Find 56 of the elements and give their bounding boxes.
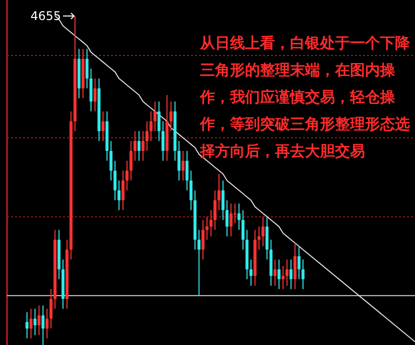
candlestick — [294, 242, 296, 290]
candlestick — [274, 258, 276, 286]
candlestick — [302, 258, 304, 290]
candlestick — [242, 210, 244, 250]
candlestick — [186, 150, 188, 191]
candlestick — [222, 180, 224, 220]
candlestick — [162, 120, 164, 162]
candlestick — [146, 120, 148, 152]
candlestick — [114, 160, 116, 201]
candlestick — [190, 170, 192, 211]
candlestick — [226, 200, 228, 237]
candlestick — [110, 140, 112, 181]
annotation: 4655 — [30, 9, 61, 23]
candlestick — [102, 110, 104, 142]
candlestick — [262, 216, 264, 247]
annotation: 从日线上看，白银处于一个下降三角形的整理末端，在图内操作，我们应谨慎交易，轻仓操作，等到突破三角形整理形态选择方向后，再去大胆交易 — [200, 33, 411, 162]
candlestick — [258, 226, 260, 250]
candlestick — [198, 229, 200, 296]
candlestick — [206, 216, 208, 240]
candlestick — [178, 140, 180, 181]
candlestick — [150, 110, 152, 142]
candlestick — [158, 101, 160, 142]
candlestick — [234, 203, 236, 224]
candlestick — [286, 258, 288, 286]
candlestick — [38, 305, 40, 336]
candlestick — [170, 101, 172, 132]
candlestick — [202, 219, 204, 260]
candlestick — [154, 101, 156, 132]
candlestick — [126, 160, 128, 191]
candlestick — [210, 210, 212, 237]
candlestick — [42, 305, 44, 345]
candlestick — [26, 312, 28, 339]
candlestick — [250, 258, 252, 286]
candlestick — [282, 266, 284, 290]
candlestick — [214, 190, 216, 230]
candlestick — [34, 308, 36, 336]
candlestick — [230, 203, 232, 237]
candlestick — [90, 68, 92, 112]
candlestick — [182, 150, 184, 181]
candlestick — [266, 216, 268, 260]
candlestick — [142, 130, 144, 162]
candlestick — [118, 180, 120, 211]
candlestick — [94, 78, 96, 112]
candlestick — [290, 258, 292, 290]
candlestick — [86, 48, 88, 89]
candlestick — [134, 130, 136, 162]
candlestick — [218, 173, 220, 211]
candlestick — [50, 288, 52, 330]
candlestick — [130, 140, 132, 181]
candlestick — [46, 308, 48, 339]
candlestick — [298, 246, 300, 280]
candlestick — [238, 203, 240, 230]
candlestick — [278, 258, 280, 290]
candlestick — [138, 130, 140, 162]
candlestick — [122, 170, 124, 211]
candlestick — [30, 308, 32, 339]
